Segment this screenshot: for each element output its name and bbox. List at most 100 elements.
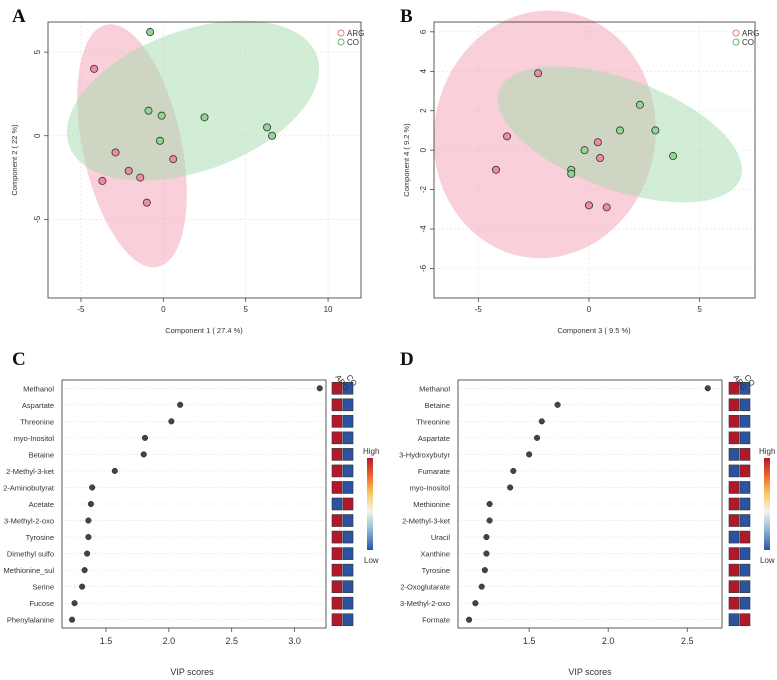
panel-a-point-co <box>156 136 165 145</box>
panel-a-ytick-label: 0 <box>33 133 42 138</box>
legend-a-co-marker <box>337 38 345 46</box>
panel-c-feature-label: Dimethyl sulfo <box>7 550 54 559</box>
panel-c-heat-cell-co <box>342 530 354 544</box>
panel-c-colorbar-low: Low <box>364 556 379 565</box>
panel-b-ytick-label: -4 <box>419 225 428 233</box>
panel-c-feature-label: Fucose <box>29 599 54 608</box>
panel-a-legend: ARG CO <box>337 29 364 47</box>
legend-b-arg-label: ARG <box>742 29 759 38</box>
panel-a-point-co <box>268 131 277 140</box>
panel-d-heat-cell-co <box>739 431 751 445</box>
panel-a-ytick-label: 5 <box>33 49 42 54</box>
panel-a-xtick-label: 5 <box>243 305 248 314</box>
legend-b-co-label: CO <box>742 38 754 47</box>
panel-d-heat-cell-arg <box>728 497 740 511</box>
panel-c-xlabel: VIP scores <box>170 667 214 677</box>
panel-a-xtick-label: 10 <box>324 305 333 314</box>
panel-b-ytick-label: -2 <box>419 185 428 193</box>
panel-c-feature-label: Tyrosine <box>26 533 54 542</box>
panel-b-xtick-label: 5 <box>697 305 702 314</box>
panel-d-heat-cell-co <box>739 563 751 577</box>
panel-d-feature-label: Tyrosine <box>422 566 450 575</box>
panel-b-point-arg <box>491 165 500 174</box>
panel-c-vip-point <box>85 534 92 541</box>
panel-d-feature-label: 2-Oxoglutarate <box>400 583 450 592</box>
panel-d-heat-cell-arg <box>728 448 740 461</box>
panel-d-vip-point <box>533 434 541 441</box>
panel-d-feature-label: Threonine <box>416 417 450 426</box>
panel-b-point-co <box>651 126 660 135</box>
panel-a-point-co <box>146 28 155 37</box>
panel-d-feature-label: Xanthine <box>420 550 450 559</box>
panel-d-heat-cell-arg <box>728 481 740 494</box>
panel-d-vip-point <box>554 401 561 408</box>
panel-c-heat-cell-co <box>342 563 354 577</box>
panel-c-vip-point <box>140 451 147 458</box>
panel-c-heat-cell-co <box>342 596 354 610</box>
panel-d-vip-point <box>486 500 493 508</box>
panel-d-colorbar-high: High <box>759 447 775 456</box>
panel-d-heat-cell-arg <box>728 514 740 527</box>
panel-c-heat-cell-arg <box>331 497 343 511</box>
panel-a-point-arg <box>142 198 151 207</box>
panel-c-feature-label: Methionine_sul <box>4 566 55 575</box>
panel-b-point-arg <box>593 138 602 147</box>
panel-c-feature-label: 3-Methyl-2-oxo <box>4 517 54 526</box>
panel-c-ticks: 1.5 2.0 2.5 3.0 <box>100 628 301 646</box>
panel-d-heat-cell-arg <box>728 530 740 544</box>
panel-d-feature-label: Uracil <box>431 533 451 542</box>
panel-letter-a: A <box>12 6 26 27</box>
panel-a-point-arg <box>169 155 178 164</box>
panel-c-heat-cell-arg <box>331 580 343 593</box>
panel-d-heat-cell-arg <box>728 613 740 627</box>
panel-c-heat-cell-co <box>342 613 354 627</box>
panel-c-vip-point <box>316 385 323 392</box>
panel-b-chart: -5 0 5 -6 -4 -2 0 2 4 6 Component 3 ( 9.5 %) Comp… <box>402 10 759 335</box>
panel-c-heat-cell-co <box>342 398 354 412</box>
panel-c-feature-label: 2-Methyl-3-ket <box>6 467 55 476</box>
panel-c-heat-cell-arg <box>331 398 343 412</box>
panel-d-heat-cell-co <box>739 415 751 428</box>
panel-d-heat-cell-co <box>739 448 751 461</box>
panel-a-xtick-label: -5 <box>77 305 85 314</box>
panel-a-point-co <box>157 111 166 120</box>
panel-d-feature-label: Formate <box>422 616 450 625</box>
panel-b-point-co <box>580 146 589 155</box>
panel-a-ytick-label: -5 <box>33 215 42 223</box>
panel-c-colorbar <box>367 458 373 550</box>
panel-d-xtick-label: 2.5 <box>681 636 694 646</box>
panel-d-heat-cell-arg <box>728 398 740 412</box>
panel-a-point-co <box>263 123 272 132</box>
panel-d-feature-label: 2-Methyl-3-ket <box>402 517 451 526</box>
panel-c-feature-label: Threonine <box>20 417 54 426</box>
panel-d-vip-point <box>507 484 514 491</box>
panel-c-feature-label: Aspartate <box>22 401 54 410</box>
panel-d-feature-label: Aspartate <box>418 434 450 443</box>
panel-c-vip-point <box>141 434 149 441</box>
panel-c-heat-cell-arg <box>331 547 343 560</box>
panel-c-heat-cell-arg <box>331 381 343 395</box>
panel-c-feature-label: myo-Inositol <box>14 434 55 443</box>
panel-c-vip-point <box>84 550 91 557</box>
panel-c-vip-point <box>69 616 76 623</box>
panel-c-heat-cell-co <box>342 580 354 593</box>
panel-b-point-co <box>615 126 624 135</box>
panel-d-vip-point <box>526 451 533 458</box>
panel-c-heat-cell-co <box>342 514 354 527</box>
panel-c-xtick-label: 2.0 <box>163 636 176 646</box>
legend-b-co-marker <box>732 38 740 46</box>
panel-c-feature-label: 2-Aminobutyrat <box>3 483 55 492</box>
panel-a-point-arg <box>98 176 107 185</box>
panel-c-vip-point <box>85 517 92 524</box>
panel-b-ylabel: Component 4 ( 9.2 %) <box>402 123 411 197</box>
panel-b-point-arg <box>596 154 605 163</box>
panel-b-xlabel: Component 3 ( 9.5 %) <box>557 326 631 335</box>
legend-a-arg-marker <box>337 29 345 37</box>
panel-a-frame <box>47 21 362 299</box>
panel-c-heat-cell-co <box>342 547 354 560</box>
panel-c-heat-cell-arg <box>331 415 343 428</box>
panel-b-legend: ARG CO <box>732 29 759 47</box>
panel-b-point-co <box>567 169 576 178</box>
panel-c-heat-cell-arg <box>331 464 343 478</box>
